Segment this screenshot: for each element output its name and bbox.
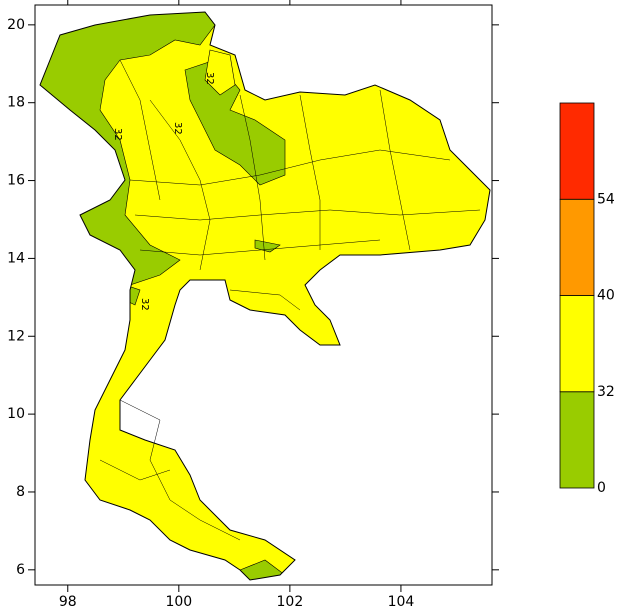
- y-tick-label: 8: [16, 484, 25, 500]
- zone-yellow: [204, 49, 236, 96]
- y-tick-label: 18: [7, 95, 25, 111]
- land-yellow: [40, 12, 490, 580]
- colorbar-segment: [559, 295, 595, 393]
- x-tick-label: 102: [277, 594, 304, 610]
- y-tick-label: 16: [7, 173, 25, 189]
- map-area: [39, 11, 491, 581]
- map-frame: [34, 4, 493, 586]
- y-tick-label: 6: [16, 562, 25, 578]
- y-tick-label: 20: [7, 17, 25, 33]
- contour-label: 32: [112, 128, 123, 141]
- colorbar-label: 0: [597, 480, 606, 496]
- y-tick-label: 14: [7, 250, 25, 266]
- axes: 98 100 102 104 6 8 10 12 14 16 18 20 32 32 32 32: [7, 0, 499, 610]
- zone-green: [184, 59, 286, 186]
- colorbar-segment: [559, 198, 595, 296]
- contour-label: 32: [204, 72, 215, 85]
- colorbar-label: 40: [597, 288, 615, 304]
- x-tick-label: 98: [59, 594, 77, 610]
- colorbar: 0 32 40 54: [559, 102, 615, 496]
- y-tick-label: 12: [7, 328, 25, 344]
- colorbar-segment: [559, 391, 595, 489]
- province-borders: [99, 59, 481, 541]
- x-tick-label: 100: [165, 594, 192, 610]
- contour-label: 32: [172, 122, 183, 135]
- colorbar-label: 54: [597, 191, 615, 207]
- colorbar-segment: [559, 102, 595, 200]
- y-tick-label: 10: [7, 406, 25, 422]
- colorbar-label: 32: [597, 384, 615, 400]
- x-tick-label: 104: [388, 594, 415, 610]
- contour-label: 32: [139, 298, 150, 311]
